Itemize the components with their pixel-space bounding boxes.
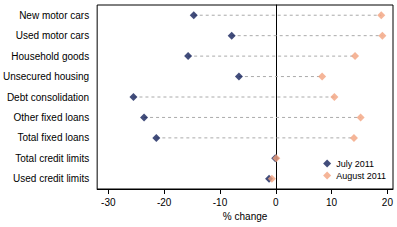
svg-text:0: 0 bbox=[273, 197, 279, 208]
svg-text:Unsecured housing: Unsecured housing bbox=[3, 71, 89, 82]
svg-text:Total fixed loans: Total fixed loans bbox=[17, 132, 89, 143]
svg-text:10: 10 bbox=[326, 197, 338, 208]
svg-text:20: 20 bbox=[382, 197, 394, 208]
svg-text:Total credit limits: Total credit limits bbox=[15, 153, 89, 164]
svg-text:Debt consolidation: Debt consolidation bbox=[7, 92, 89, 103]
svg-text:Used motor cars: Used motor cars bbox=[16, 30, 89, 41]
svg-text:New motor cars: New motor cars bbox=[19, 10, 89, 21]
svg-text:Other fixed loans: Other fixed loans bbox=[14, 112, 90, 123]
svg-text:% change: % change bbox=[223, 211, 268, 222]
svg-text:-20: -20 bbox=[157, 197, 172, 208]
svg-text:August 2011: August 2011 bbox=[336, 171, 386, 181]
svg-text:-10: -10 bbox=[213, 197, 228, 208]
svg-text:July 2011: July 2011 bbox=[336, 159, 374, 169]
svg-text:-30: -30 bbox=[101, 197, 116, 208]
svg-text:Household goods: Household goods bbox=[11, 51, 89, 62]
svg-text:Used credit limits: Used credit limits bbox=[13, 173, 89, 184]
